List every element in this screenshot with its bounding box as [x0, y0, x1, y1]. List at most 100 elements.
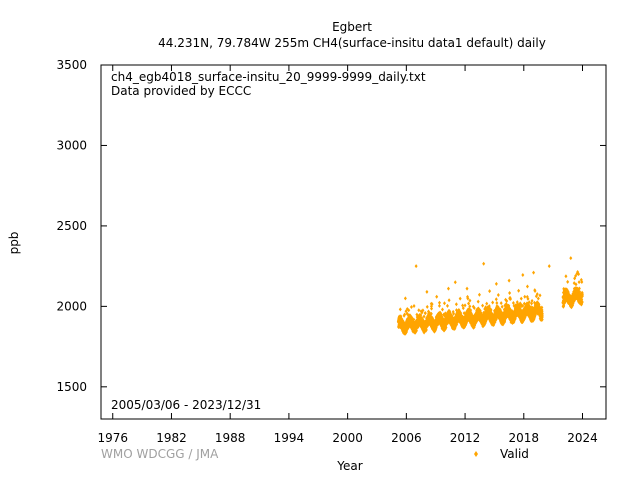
data-point	[430, 306, 434, 311]
data-point	[517, 288, 521, 293]
legend: Valid	[474, 447, 529, 461]
x-tick-label: 1976	[97, 431, 128, 445]
data-point	[468, 298, 472, 303]
data-point	[403, 296, 407, 301]
data-point	[494, 281, 498, 286]
data-point	[398, 307, 402, 312]
data-point	[414, 328, 418, 333]
data-point	[577, 280, 581, 285]
x-tick-label: 2000	[332, 431, 363, 445]
plot-frame	[100, 64, 607, 420]
x-tick-label: 1982	[156, 431, 187, 445]
data-point	[425, 289, 429, 294]
data-point	[442, 301, 446, 306]
data-point	[444, 325, 448, 330]
x-axis: 1976 1982 1988 1994 2000 2006 2012 2018 2024	[97, 65, 598, 445]
data-point	[532, 270, 536, 275]
data-point	[578, 289, 582, 294]
data-point	[487, 304, 491, 309]
data-point	[540, 311, 544, 316]
data-point	[499, 301, 503, 306]
period-annotation: 2005/03/06 - 2023/12/31	[111, 398, 261, 412]
data-point	[577, 286, 581, 291]
data-point	[540, 314, 544, 319]
data-point	[535, 292, 539, 297]
data-point	[435, 294, 439, 299]
data-point	[461, 306, 465, 311]
data-point	[476, 299, 480, 304]
x-tick-label: 2024	[567, 431, 598, 445]
data-point	[417, 308, 421, 313]
data-point	[469, 308, 473, 313]
data-point	[446, 286, 450, 291]
data-point	[458, 296, 462, 301]
data-point	[522, 301, 526, 306]
x-tick-label: 2012	[450, 431, 481, 445]
data-point	[569, 256, 573, 261]
chart-subtitle: 44.231N, 79.784W 255m CH4(surface-insitu…	[158, 36, 546, 50]
data-point	[580, 299, 584, 304]
x-tick-label: 1988	[215, 431, 246, 445]
data-point	[445, 303, 449, 308]
data-point	[468, 304, 472, 309]
legend-marker	[474, 451, 478, 457]
data-point	[440, 307, 444, 312]
data-point	[454, 302, 458, 307]
x-tick-label: 2018	[509, 431, 540, 445]
data-point	[507, 278, 511, 283]
data-point	[414, 264, 418, 269]
chart-title: Egbert	[332, 20, 372, 34]
data-point	[540, 317, 544, 322]
data-point	[412, 317, 416, 322]
data-point	[496, 292, 500, 297]
credit-text: WMO WDCGG / JMA	[101, 447, 219, 461]
data-point	[467, 301, 471, 306]
data-point	[564, 274, 568, 279]
data-point	[509, 296, 513, 301]
data-point	[580, 294, 584, 299]
data-point	[530, 298, 534, 303]
data-point	[409, 305, 413, 310]
data-point	[463, 303, 467, 308]
data-point	[494, 317, 498, 322]
data-point	[577, 272, 581, 277]
data-point	[526, 296, 530, 301]
data-point	[482, 261, 486, 266]
data-point	[500, 304, 504, 309]
y-tick-label: 3000	[56, 138, 87, 152]
legend-label-valid: Valid	[500, 447, 529, 461]
data-point	[403, 312, 407, 317]
data-point	[481, 303, 485, 308]
data-point	[485, 301, 489, 306]
data-point	[523, 294, 527, 299]
data-point	[465, 286, 469, 291]
provider-annotation: Data provided by ECCC	[111, 84, 251, 98]
data-point	[519, 296, 523, 301]
data-point	[540, 305, 544, 310]
data-point	[533, 289, 537, 294]
data-point	[447, 298, 451, 303]
data-point	[525, 284, 529, 289]
data-point	[437, 300, 441, 305]
data-point	[494, 297, 498, 302]
data-point	[422, 314, 426, 319]
y-tick-label: 3500	[56, 58, 87, 72]
y-tick-label: 2000	[56, 299, 87, 313]
y-tick-label: 2500	[56, 219, 87, 233]
data-point	[453, 280, 457, 285]
x-tick-label: 2006	[391, 431, 422, 445]
data-point	[547, 264, 551, 269]
data-point	[566, 279, 570, 284]
data-point	[430, 302, 434, 307]
data-point	[425, 304, 429, 309]
data-point	[574, 282, 578, 287]
data-point	[429, 311, 433, 316]
y-tick-label: 1500	[56, 380, 87, 394]
data-point	[477, 292, 481, 297]
data-point	[536, 296, 540, 301]
data-point	[492, 322, 496, 327]
data-point	[424, 327, 428, 332]
data-point	[505, 298, 509, 303]
data-point	[489, 308, 493, 313]
